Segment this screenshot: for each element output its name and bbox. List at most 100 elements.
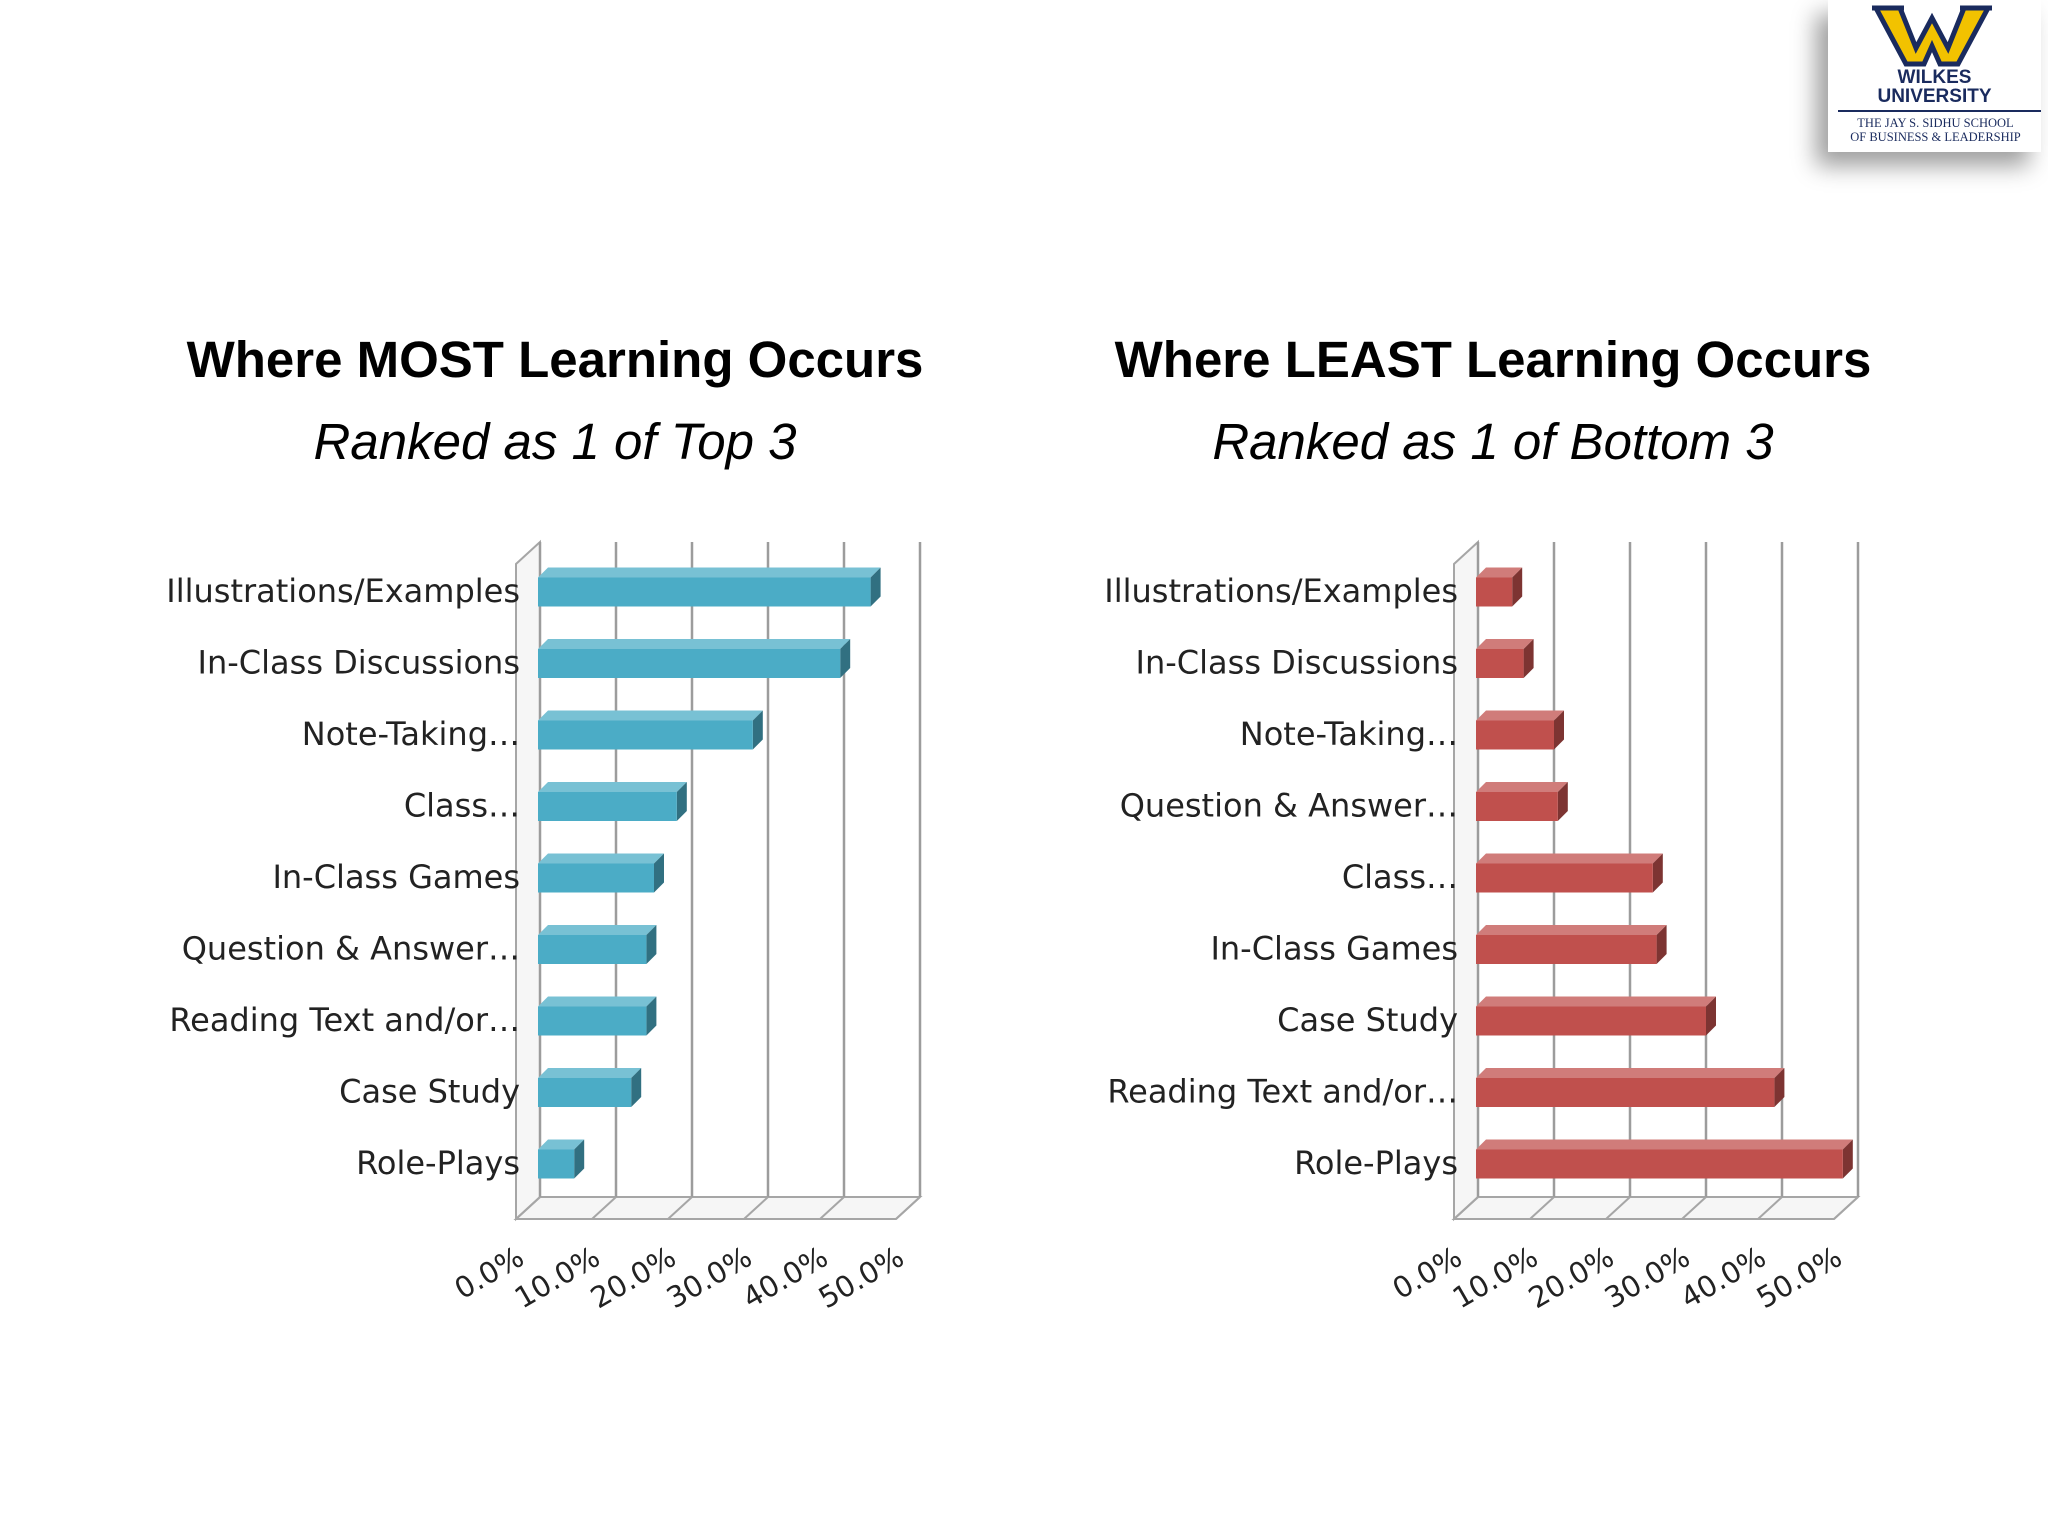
bar: [538, 853, 664, 893]
category-label: Question & Answer…: [182, 930, 520, 968]
category-label: Note-Taking…: [302, 715, 520, 753]
bar-top-face: [1476, 1068, 1785, 1078]
bar: [538, 1068, 642, 1107]
bar-end-face: [676, 782, 687, 821]
gridline-floor: [1453, 1196, 1479, 1220]
bar-front-face: [538, 720, 753, 750]
bar-top-face: [538, 1139, 585, 1150]
category-label: Note-Taking…: [1240, 715, 1458, 753]
bar-top-face: [538, 925, 657, 935]
bar-end-face: [752, 710, 763, 750]
bar-end-face: [1652, 853, 1663, 893]
category-label: In-Class Discussions: [198, 644, 520, 682]
bar-top-face: [1476, 782, 1568, 792]
chart-most-learning: Illustrations/Examples In-Class Discussio…: [166, 539, 923, 1316]
bar-end-face: [1554, 710, 1564, 750]
category-label: Role-Plays: [1294, 1144, 1458, 1182]
bar: [1476, 1068, 1785, 1107]
bar-end-face: [631, 1068, 642, 1107]
bar-end-face: [1656, 925, 1667, 964]
bar-top-face: [538, 567, 881, 578]
x-tick-label: 20.0%: [1523, 1240, 1620, 1316]
x-tick-label: 10.0%: [1447, 1240, 1544, 1316]
x-tick-label: 20.0%: [585, 1240, 682, 1316]
x-tick-label: 30.0%: [1599, 1240, 1696, 1316]
category-label: Reading Text and/or…: [169, 1001, 520, 1039]
bar-end-face: [1774, 1068, 1785, 1107]
category-label: Question & Answer…: [1120, 787, 1458, 825]
bar: [1476, 782, 1568, 821]
bar-front-face: [538, 1006, 647, 1036]
bar-top-face: [538, 853, 664, 864]
bar: [538, 925, 657, 964]
bar-end-face: [870, 567, 881, 607]
x-tick-label: 10.0%: [509, 1240, 606, 1316]
bar-top-face: [538, 1068, 642, 1078]
bar-top-face: [1476, 996, 1716, 1007]
bar-front-face: [1476, 720, 1554, 750]
chart-least-learning: Illustrations/Examples In-Class Discussio…: [1104, 539, 1861, 1316]
bar-front-face: [538, 792, 677, 821]
category-label: Illustrations/Examples: [166, 572, 520, 610]
gridline-floor: [1681, 1196, 1707, 1220]
bar-front-face: [538, 577, 871, 607]
bar-front-face: [538, 1149, 575, 1179]
gridline-floor: [1757, 1196, 1783, 1220]
bar-end-face: [574, 1139, 585, 1179]
bar: [538, 710, 763, 750]
bar-front-face: [538, 935, 647, 964]
bar-top-face: [1476, 1139, 1853, 1150]
bar-top-face: [1476, 639, 1534, 649]
x-tick-label: 40.0%: [1675, 1240, 1772, 1316]
logo-name-line1: WILKES: [1897, 67, 1972, 88]
bar-end-face: [1557, 782, 1568, 821]
bar: [1476, 1139, 1853, 1179]
bar-end-face: [654, 853, 664, 893]
bar-front-face: [1476, 792, 1558, 821]
bar-front-face: [538, 1078, 632, 1107]
bar-end-face: [1523, 639, 1534, 678]
logo-divider: [1838, 110, 2041, 112]
bar-end-face: [840, 639, 851, 678]
logo-name-line2: UNIVERSITY: [1877, 86, 1992, 107]
logo-school-line2: OF BUSINESS & LEADERSHIP: [1850, 130, 2021, 144]
bar-front-face: [1476, 1149, 1843, 1179]
bar-front-face: [1476, 863, 1653, 893]
category-label: Role-Plays: [356, 1144, 520, 1182]
bar-top-face: [1476, 925, 1667, 935]
bar-end-face: [646, 996, 657, 1036]
category-label: In-Class Games: [1210, 930, 1458, 968]
bar-top-face: [1476, 567, 1523, 578]
gridline-floor: [895, 1196, 921, 1220]
category-label: In-Class Games: [272, 858, 520, 896]
bar: [1476, 996, 1716, 1036]
x-tick-label: 30.0%: [661, 1240, 758, 1316]
x-tick-label: 50.0%: [1751, 1240, 1848, 1316]
bar: [538, 1139, 585, 1179]
bar-front-face: [1476, 577, 1513, 607]
bar: [1476, 567, 1523, 607]
bar-front-face: [1476, 649, 1524, 678]
chart-floor: [513, 1196, 923, 1220]
gridline-floor: [1605, 1196, 1631, 1220]
bar-top-face: [538, 639, 851, 649]
bar: [538, 996, 657, 1036]
category-label: In-Class Discussions: [1136, 644, 1458, 682]
x-tick-label: 40.0%: [737, 1240, 834, 1316]
bar-top-face: [1476, 853, 1663, 864]
bar-end-face: [1706, 996, 1716, 1036]
bar: [1476, 925, 1667, 964]
chart-subtitle-least: Ranked as 1 of Bottom 3: [1212, 413, 1774, 470]
university-logo: WILKES UNIVERSITY THE JAY S. SIDHU SCHOO…: [1828, 0, 2041, 152]
bar-front-face: [1476, 1078, 1775, 1107]
bar-top-face: [538, 996, 657, 1007]
chart-title-least: Where LEAST Learning Occurs: [1114, 331, 1872, 388]
bar: [538, 567, 881, 607]
gridline-floor: [1529, 1196, 1555, 1220]
bar: [1476, 853, 1663, 893]
category-label: Class…: [404, 787, 520, 825]
gridline-floor: [743, 1196, 769, 1220]
bar-end-face: [1512, 567, 1523, 607]
category-label: Case Study: [1277, 1001, 1458, 1039]
bar-front-face: [1476, 1006, 1706, 1036]
